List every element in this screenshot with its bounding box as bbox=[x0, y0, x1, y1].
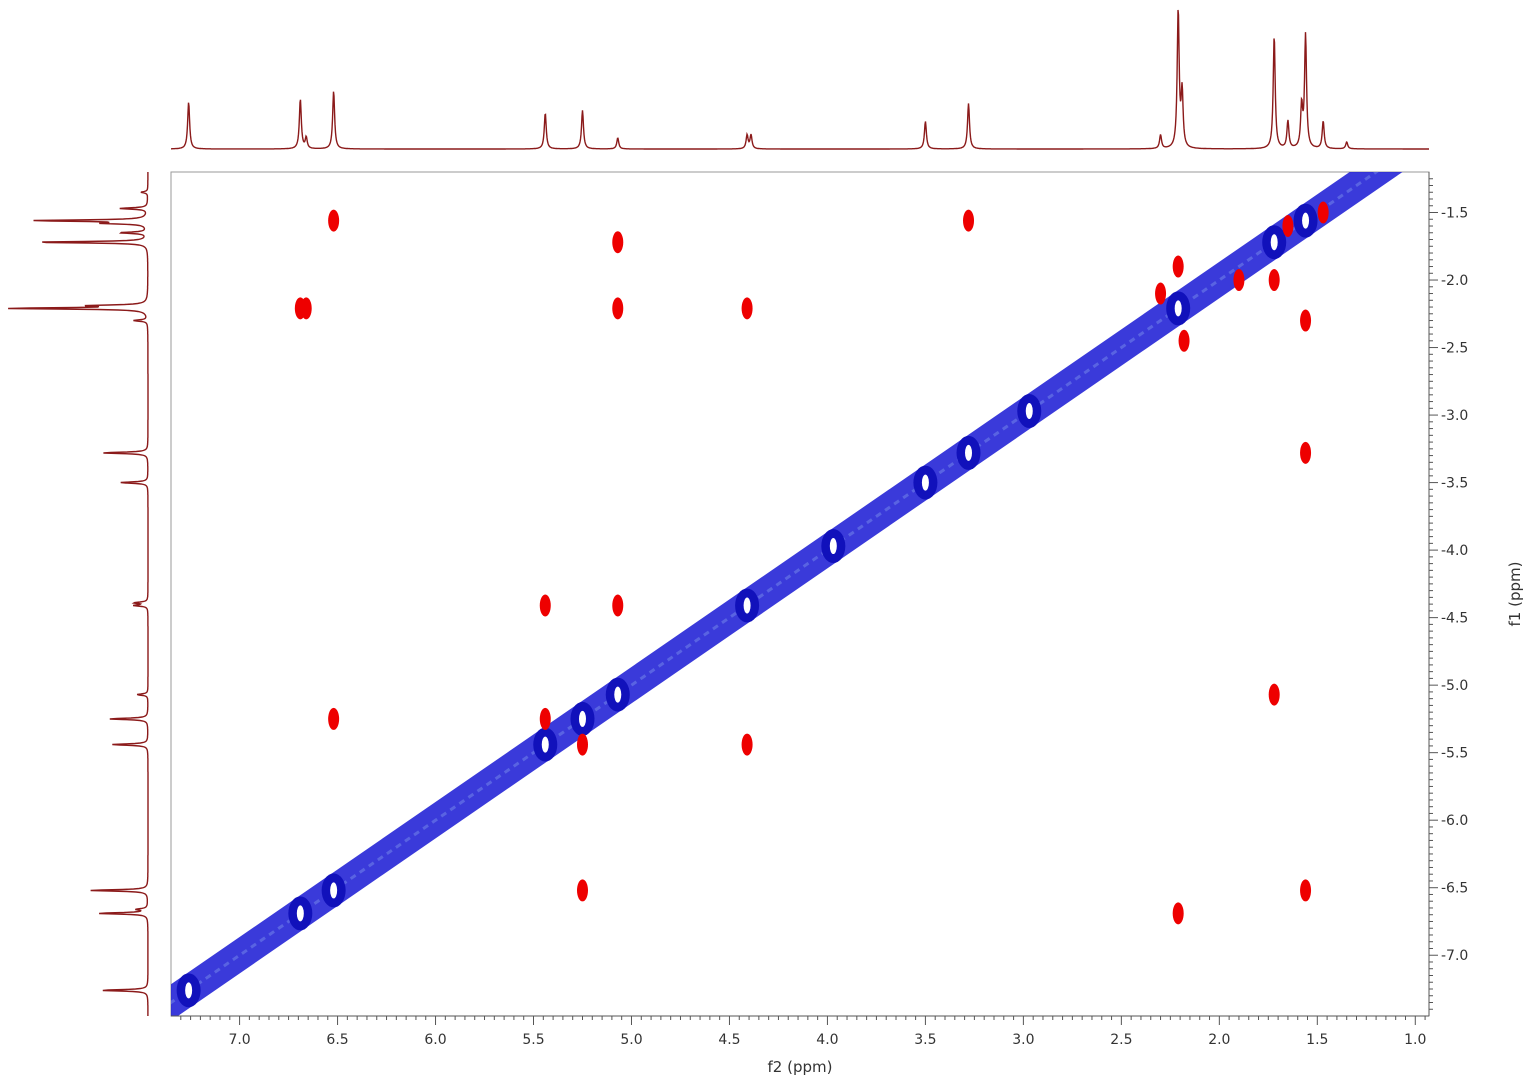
y-tick-label: -4.5 bbox=[1441, 611, 1468, 627]
y-tick-label: -2.0 bbox=[1441, 273, 1468, 289]
y-tick-label: -4.0 bbox=[1441, 543, 1468, 559]
cross-peak bbox=[328, 707, 340, 730]
x-tick-label: 1.5 bbox=[1306, 1032, 1328, 1048]
cross-peak bbox=[963, 209, 975, 232]
diagonal-peak-core bbox=[185, 982, 193, 999]
cross-peak bbox=[300, 297, 312, 320]
cross-peak bbox=[576, 733, 588, 756]
diagonal-peak-core bbox=[614, 686, 622, 703]
cross-peak bbox=[1317, 201, 1329, 224]
y-tick-label: -6.5 bbox=[1441, 881, 1468, 897]
y-tick-label: -7.0 bbox=[1441, 948, 1468, 964]
cross-peak bbox=[1300, 441, 1312, 464]
diagonal-peak-core bbox=[1270, 234, 1278, 251]
x-tick-label: 4.0 bbox=[816, 1032, 838, 1048]
top-projection-spectrum bbox=[171, 9, 1429, 150]
diagonal-peak-core bbox=[541, 736, 549, 753]
left-projection-trace bbox=[8, 172, 149, 1016]
cross-peak bbox=[612, 594, 624, 617]
diagonal-peak-core bbox=[296, 905, 304, 922]
cross-peak bbox=[1268, 683, 1280, 706]
y-tick-label: -5.5 bbox=[1441, 746, 1468, 762]
x-tick-label: 3.0 bbox=[1012, 1032, 1034, 1048]
y-tick-label: -3.5 bbox=[1441, 476, 1468, 492]
diagonal-peak-core bbox=[743, 597, 751, 614]
cross-peak bbox=[1178, 329, 1190, 352]
x-tick-label: 3.5 bbox=[914, 1032, 936, 1048]
cross-peak bbox=[1282, 215, 1294, 238]
x-tick-label: 6.0 bbox=[424, 1032, 446, 1048]
y-tick-label: -3.0 bbox=[1441, 408, 1468, 424]
cross-peak bbox=[539, 594, 551, 617]
cross-peak bbox=[1172, 255, 1184, 278]
cross-peak bbox=[1155, 282, 1167, 305]
x-tick-label: 5.5 bbox=[522, 1032, 544, 1048]
diagonal-peak-core bbox=[921, 474, 929, 491]
diagonal-peak-core bbox=[1174, 300, 1182, 317]
cross-peak-series bbox=[294, 201, 1329, 925]
x-tick-label: 2.5 bbox=[1110, 1032, 1132, 1048]
cross-peak bbox=[328, 209, 340, 232]
cross-peak bbox=[741, 733, 753, 756]
diagonal-peak-core bbox=[965, 444, 973, 461]
diagonal-peak-core bbox=[829, 538, 837, 555]
x-tick-label: 5.0 bbox=[620, 1032, 642, 1048]
y-tick-label: -2.5 bbox=[1441, 341, 1468, 357]
y-tick-label: -5.0 bbox=[1441, 678, 1468, 694]
diagonal-peak-core bbox=[330, 882, 338, 899]
x-tick-label: 7.0 bbox=[228, 1032, 250, 1048]
cross-peak bbox=[1268, 269, 1280, 292]
x-tick-label: 1.0 bbox=[1404, 1032, 1426, 1048]
top-projection-trace bbox=[171, 9, 1429, 150]
left-projection-spectrum bbox=[8, 172, 149, 1016]
x-tick-label: 6.5 bbox=[326, 1032, 348, 1048]
cross-peak bbox=[612, 231, 624, 254]
cross-peak bbox=[1300, 309, 1312, 332]
cross-peak bbox=[1233, 269, 1245, 292]
diagonal-peak-core bbox=[1302, 212, 1310, 229]
cross-peak bbox=[612, 297, 624, 320]
diagonal-peak-core bbox=[1025, 403, 1033, 420]
x-axis-label: f2 (ppm) bbox=[768, 1058, 833, 1076]
y-axis: -1.5 -2.0 -2.5 -3.0 -3.5 -4.0 -4.5 -5.0 -5.5 -6.0… bbox=[1428, 172, 1468, 1016]
x-tick-label: 4.5 bbox=[718, 1032, 740, 1048]
y-tick-label: -1.5 bbox=[1441, 206, 1468, 222]
cross-peak bbox=[539, 707, 551, 730]
x-tick-label: 2.0 bbox=[1208, 1032, 1230, 1048]
y-axis-label: f1 (ppm) bbox=[1506, 562, 1524, 627]
x-axis: 7.0 6.5 6.0 5.5 5.0 4.5 4.0 3.5 3.0 2.5 2.0 1.5 1.0 bbox=[171, 1015, 1429, 1048]
cross-peak bbox=[1172, 902, 1184, 925]
y-tick-label: -6.0 bbox=[1441, 813, 1468, 829]
cross-peak bbox=[741, 297, 753, 320]
cross-peak bbox=[1300, 879, 1312, 902]
diagonal-series bbox=[171, 172, 1403, 1016]
cross-peak bbox=[576, 879, 588, 902]
diagonal-peak-core bbox=[578, 710, 586, 727]
